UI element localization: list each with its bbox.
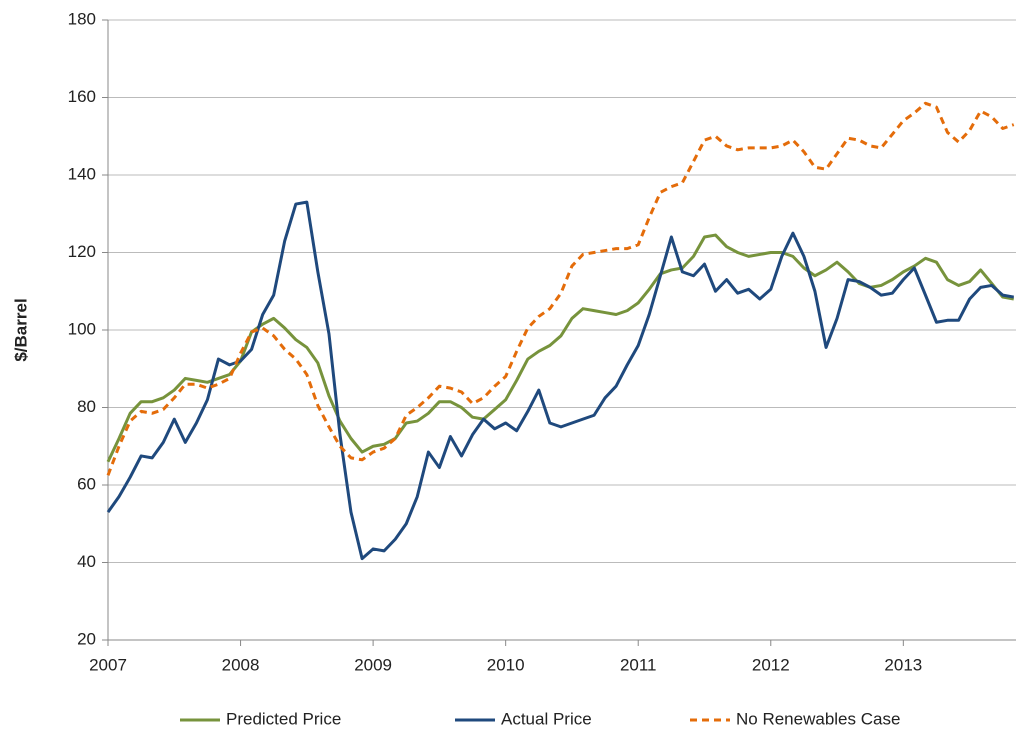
y-tick-label: 40 <box>77 552 96 571</box>
y-tick-label: 80 <box>77 397 96 416</box>
y-tick-label: 120 <box>68 242 96 261</box>
y-tick-label: 60 <box>77 474 96 493</box>
series-line <box>106 200 1015 561</box>
x-tick-label: 2009 <box>354 655 392 674</box>
x-tick-label: 2010 <box>487 655 525 674</box>
series-line <box>106 101 1015 476</box>
legend-label: No Renewables Case <box>736 709 900 728</box>
x-tick-label: 2012 <box>752 655 790 674</box>
y-tick-label: 100 <box>68 319 96 338</box>
legend-label: Actual Price <box>501 709 592 728</box>
x-tick-label: 2008 <box>222 655 260 674</box>
x-tick-label: 2013 <box>884 655 922 674</box>
y-axis-label: $/Barrel <box>11 298 30 361</box>
x-tick-label: 2007 <box>89 655 127 674</box>
legend-label: Predicted Price <box>226 709 341 728</box>
y-tick-label: 20 <box>77 629 96 648</box>
y-tick-label: 180 <box>68 9 96 28</box>
x-tick-label: 2011 <box>620 655 657 674</box>
y-tick-label: 160 <box>68 87 96 106</box>
y-tick-label: 140 <box>68 164 96 183</box>
